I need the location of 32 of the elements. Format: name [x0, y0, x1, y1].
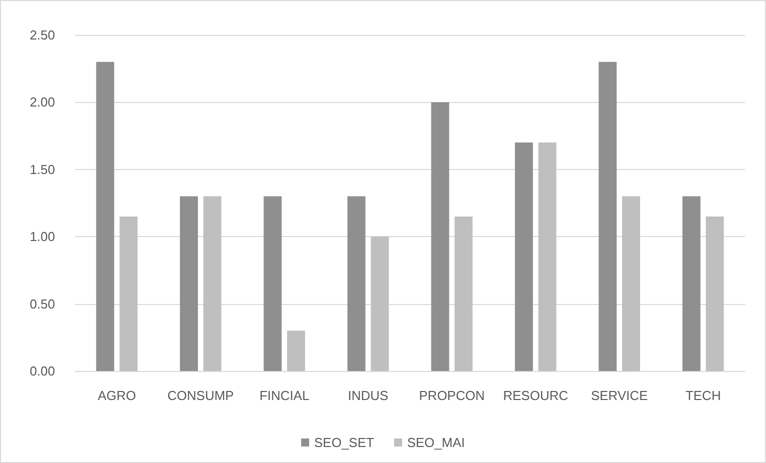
y-tick-label: 1.50 — [30, 162, 55, 177]
bar — [514, 142, 533, 371]
legend-label: SEO_MAI — [407, 435, 465, 450]
bar — [431, 102, 450, 371]
x-tick-label: FINCIAL — [259, 388, 310, 403]
y-tick-label: 2.50 — [30, 28, 55, 42]
bar — [287, 330, 306, 371]
bar — [682, 196, 700, 371]
y-tick-label: 0.00 — [30, 364, 55, 378]
legend-label: SEO_SET — [314, 435, 374, 450]
x-tick-label: TECH — [685, 388, 721, 403]
y-tick-label: 1.00 — [30, 229, 55, 244]
x-tick-label: RESOURC — [503, 388, 568, 403]
bar — [347, 196, 366, 371]
bar — [96, 62, 114, 371]
bar — [454, 216, 473, 371]
y-tick-label: 0.50 — [30, 296, 55, 312]
bar — [264, 196, 282, 371]
bar — [706, 216, 724, 371]
x-tick-label: INDUS — [348, 388, 389, 403]
bar — [203, 196, 222, 371]
bar — [622, 196, 640, 371]
bar — [598, 62, 617, 371]
x-tick-label: PROPCON — [419, 388, 485, 403]
bar — [180, 196, 198, 371]
x-tick-label: AGRO — [98, 388, 136, 403]
bar — [538, 142, 556, 371]
bar — [120, 216, 138, 371]
x-tick-label: SERVICE — [590, 388, 648, 403]
x-tick-label: CONSUMP — [167, 388, 234, 403]
bar — [370, 236, 389, 371]
y-tick-label: 2.00 — [30, 94, 55, 110]
